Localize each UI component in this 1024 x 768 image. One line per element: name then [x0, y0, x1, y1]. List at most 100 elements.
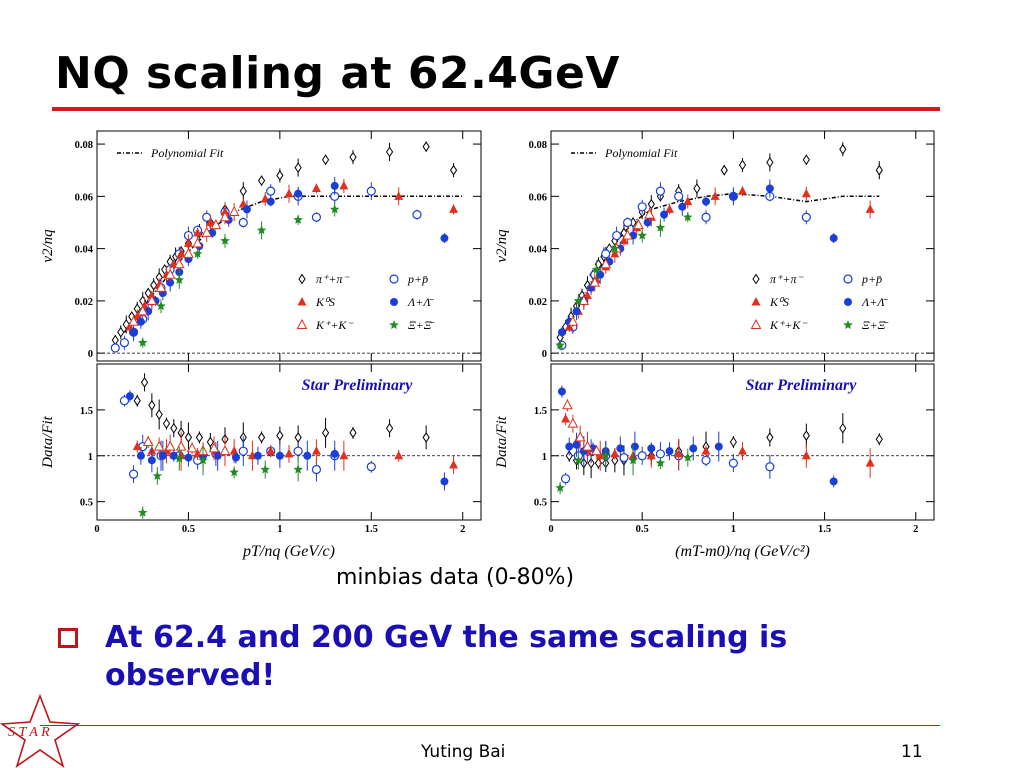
right-top-ylabel: v2/nq: [494, 229, 510, 263]
left-top-legend-marker: [298, 273, 306, 285]
right-top-point: [619, 235, 629, 245]
left-bottom-point: [132, 441, 142, 451]
left-top-ytick-label: 0.02: [75, 297, 93, 308]
right-bottom-point: [701, 446, 711, 455]
left-top-point: [349, 151, 357, 163]
left-top-point: [294, 189, 303, 198]
left-bottom-point: [155, 409, 163, 420]
right-top-point: [678, 202, 687, 211]
left-top-point: [183, 247, 194, 258]
left-bottom-point: [293, 464, 303, 474]
right-bottom-xtick-label: 0: [548, 524, 553, 535]
left-top-point: [339, 180, 349, 190]
right-bottom-point: [839, 422, 847, 434]
left-top-point: [220, 235, 230, 245]
left-top-point: [256, 225, 267, 235]
right-bottom-point: [674, 448, 684, 458]
right-top-point: [766, 156, 774, 168]
left-bottom-point: [276, 430, 284, 441]
left-bottom-point: [125, 392, 134, 401]
left-top-point: [164, 268, 176, 279]
left-top-point: [201, 226, 213, 237]
right-top-point: [693, 183, 701, 194]
left-top-ytick-label: 0.04: [75, 245, 94, 256]
left-bottom-point: [238, 446, 248, 456]
left-top-point: [128, 315, 139, 326]
right-bottom-point: [655, 449, 666, 459]
left-bottom-point: [174, 453, 184, 463]
right-top-point: [801, 212, 811, 222]
title-rule: [52, 107, 940, 111]
right-top-point: [801, 188, 811, 198]
left-bottom-point: [164, 440, 176, 451]
left-bottom-point: [206, 436, 214, 448]
left-bottom-point: [195, 432, 204, 443]
right-bottom-point: [665, 447, 674, 456]
right-top-point: [665, 204, 675, 213]
left-bottom-point: [284, 448, 294, 458]
right-top-point: [710, 191, 720, 200]
left-top-point: [155, 281, 167, 292]
left-top-point: [136, 317, 145, 326]
right-bottom-point: [582, 440, 593, 451]
right-bottom-point: [683, 452, 693, 462]
right-bottom-point: [728, 458, 738, 468]
left-top-point: [156, 301, 166, 311]
left-bottom-point: [229, 467, 239, 477]
left-top-frame: [96, 130, 482, 362]
left-bottom-point: [148, 399, 156, 411]
left-bottom-point: [294, 432, 302, 443]
left-bottom-point: [366, 462, 376, 472]
right-top-point: [702, 197, 711, 206]
right-bottom-point: [628, 455, 638, 465]
left-top-point: [174, 275, 184, 284]
left-bottom-point: [133, 395, 141, 407]
plots-canvas: 0 0.02 0.04 0.06 0.08 v2/nq Polynomial Fit π⁺+π…: [40, 130, 935, 560]
right-bottom-point: [865, 458, 875, 467]
right-bottom-point: [611, 454, 619, 466]
left-bottom-point: [208, 442, 220, 453]
right-bottom-point: [572, 440, 581, 449]
right-bottom-point: [610, 448, 620, 458]
right-bottom-point: [802, 430, 810, 441]
left-top-point: [422, 141, 430, 153]
right-top-legend-label: Ξ+Ξ̄: [862, 318, 888, 332]
right-top-point: [633, 219, 644, 230]
right-bottom-xtick-label: 0.5: [636, 524, 649, 535]
right-bottom-ytick-label: 1: [542, 452, 547, 463]
left-top-point: [228, 205, 240, 217]
right-bottom-point: [601, 450, 611, 460]
left-top-ytick-label: 0.08: [75, 140, 93, 151]
left-top-point: [173, 258, 185, 269]
left-bottom-point: [136, 451, 145, 460]
left-bottom-point: [266, 446, 276, 455]
right-top-point: [829, 234, 838, 243]
right-top-point: [865, 204, 875, 213]
left-top-point: [366, 186, 376, 196]
left-top-point: [210, 219, 222, 230]
right-top-point: [589, 276, 601, 287]
right-bottom-point: [729, 436, 737, 448]
left-top-point: [137, 305, 149, 316]
right-bottom-frame: [550, 363, 935, 521]
right-bottom-xlabel: (mT-m0)/nq (GeV/c²): [675, 543, 810, 560]
left-bottom-point: [440, 477, 449, 486]
right-bottom-point: [738, 446, 747, 455]
bullet-square-icon: [58, 628, 78, 648]
left-top-point: [166, 278, 175, 287]
slide-title: NQ scaling at 62.4GeV: [55, 48, 620, 99]
right-top-point: [622, 229, 633, 240]
right-top-point: [683, 196, 693, 206]
right-top-point: [573, 295, 584, 305]
right-bottom-point: [689, 444, 698, 453]
left-bottom-point: [349, 427, 357, 439]
left-top-point: [293, 214, 303, 224]
right-bottom-point: [591, 445, 602, 456]
right-top-ytick-label: 0.06: [529, 192, 547, 203]
left-bottom-xtick-label: 1.5: [365, 524, 378, 535]
left-bottom-point: [170, 422, 178, 434]
left-bottom-xlabel: pT/nq (GeV/c): [242, 543, 335, 560]
right-top-legend-marker: [751, 297, 761, 306]
right-top-legend-label: π⁺+π⁻: [770, 272, 804, 286]
star-logo-shape: [0, 694, 81, 768]
